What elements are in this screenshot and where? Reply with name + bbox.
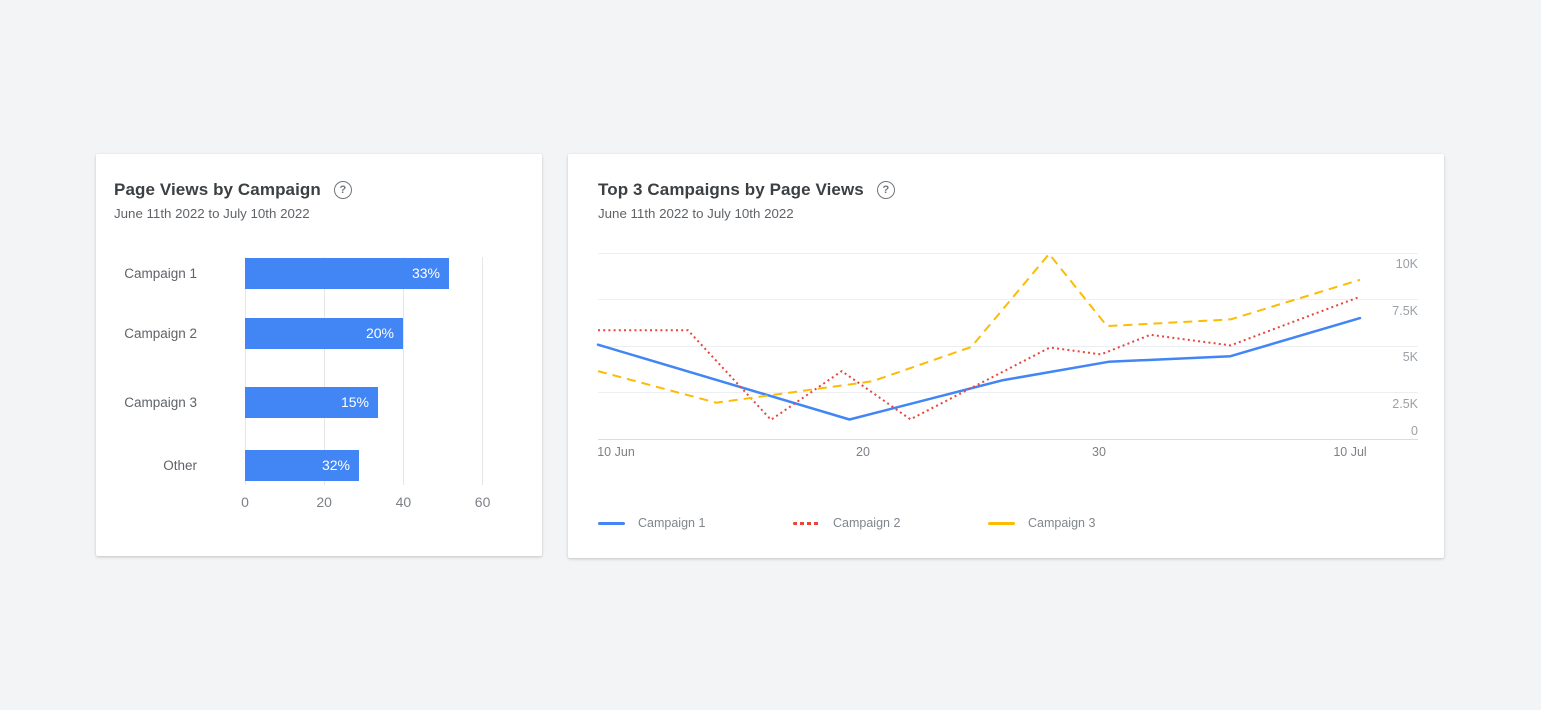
legend-swatch-dashed xyxy=(988,521,1015,525)
bar-category-label: Campaign 3 xyxy=(124,395,197,410)
x-axis-line xyxy=(598,438,1418,440)
legend-item-campaign-3[interactable]: Campaign 3 xyxy=(988,515,1095,531)
x-axis-tick-label: 30 xyxy=(1092,445,1106,459)
bar-value-label: 15% xyxy=(340,394,369,410)
line-card-subtitle: June 11th 2022 to July 10th 2022 xyxy=(598,206,794,221)
chart-legend: Campaign 1 Campaign 2 Campaign 3 xyxy=(568,515,1444,531)
y-axis-tick-label: 7.5K xyxy=(1392,303,1418,318)
bar-card-subtitle: June 11th 2022 to July 10th 2022 xyxy=(114,206,310,221)
bar-campaign-3[interactable]: 15% xyxy=(245,387,378,418)
legend-label: Campaign 3 xyxy=(1028,516,1096,530)
x-axis-tick-label: 20 xyxy=(856,445,870,459)
bar-chart-card: Page Views by Campaign ? June 11th 2022 … xyxy=(96,154,542,556)
bar-grid-line xyxy=(482,257,484,485)
bar-value-label: 33% xyxy=(411,265,440,281)
line-chart-svg xyxy=(596,252,1362,421)
legend-label: Campaign 1 xyxy=(638,516,706,530)
bar-grid-line xyxy=(402,257,404,485)
legend-label: Campaign 2 xyxy=(833,516,901,530)
legend-swatch-solid xyxy=(598,521,625,525)
bar-x-tick-label: 20 xyxy=(316,494,332,510)
bar-category-label: Campaign 1 xyxy=(124,266,197,281)
line-series-campaign-3[interactable] xyxy=(597,252,1361,404)
help-icon[interactable]: ? xyxy=(333,181,352,199)
line-chart-plot[interactable]: 10K 7.5K 5K 2.5K 0 10 Jun 20 30 10 Jul xyxy=(568,154,1444,558)
bar-other[interactable]: 32% xyxy=(245,450,359,481)
y-axis-tick-label: 10K xyxy=(1395,257,1418,271)
line-grid-line xyxy=(598,345,1418,347)
bar-x-tick-label: 60 xyxy=(474,494,491,510)
y-axis-tick-label: 0 xyxy=(1411,424,1418,438)
bar-card-title: Page Views by Campaign xyxy=(114,180,321,199)
bar-value-label: 32% xyxy=(321,457,350,473)
x-axis-tick-label: 10 Jul xyxy=(1333,445,1367,459)
y-axis-tick-label: 2.5K xyxy=(1392,396,1418,411)
legend-item-campaign-1[interactable]: Campaign 1 xyxy=(598,515,705,531)
line-grid-line xyxy=(598,392,1418,393)
legend-swatch-dotted xyxy=(793,521,820,525)
bar-card-header: Page Views by Campaign ? June 11th 2022 … xyxy=(114,180,524,222)
line-grid-line xyxy=(598,299,1418,300)
x-axis-tick-label: 10 Jun xyxy=(597,445,635,459)
bar-category-label: Other xyxy=(163,458,197,473)
bar-campaign-1[interactable]: 33% xyxy=(245,258,449,289)
legend-item-campaign-2[interactable]: Campaign 2 xyxy=(793,515,900,531)
bar-value-label: 20% xyxy=(365,325,394,341)
bar-chart-plot[interactable]: 0 20 40 60 Campaign 1 33% Campaign 2 20% Campaig… xyxy=(96,154,542,556)
line-series-campaign-2[interactable] xyxy=(598,295,1361,421)
line-chart-card: Top 3 Campaigns by Page Views ? June 11t… xyxy=(568,154,1444,558)
bar-grid-line xyxy=(323,257,325,485)
bar-category-label: Campaign 2 xyxy=(124,326,197,341)
line-grid-line xyxy=(598,252,1418,254)
line-card-title: Top 3 Campaigns by Page Views xyxy=(598,180,864,199)
bar-x-tick-label: 0 xyxy=(241,494,249,510)
line-series-campaign-1[interactable] xyxy=(596,316,1362,421)
help-icon[interactable]: ? xyxy=(876,181,895,199)
y-axis-tick-label: 5K xyxy=(1402,350,1418,364)
bar-grid-line xyxy=(244,257,246,485)
bar-campaign-2[interactable]: 20% xyxy=(245,318,403,349)
bar-x-tick-label: 40 xyxy=(395,494,412,510)
line-card-header: Top 3 Campaigns by Page Views ? June 11t… xyxy=(598,180,1414,222)
